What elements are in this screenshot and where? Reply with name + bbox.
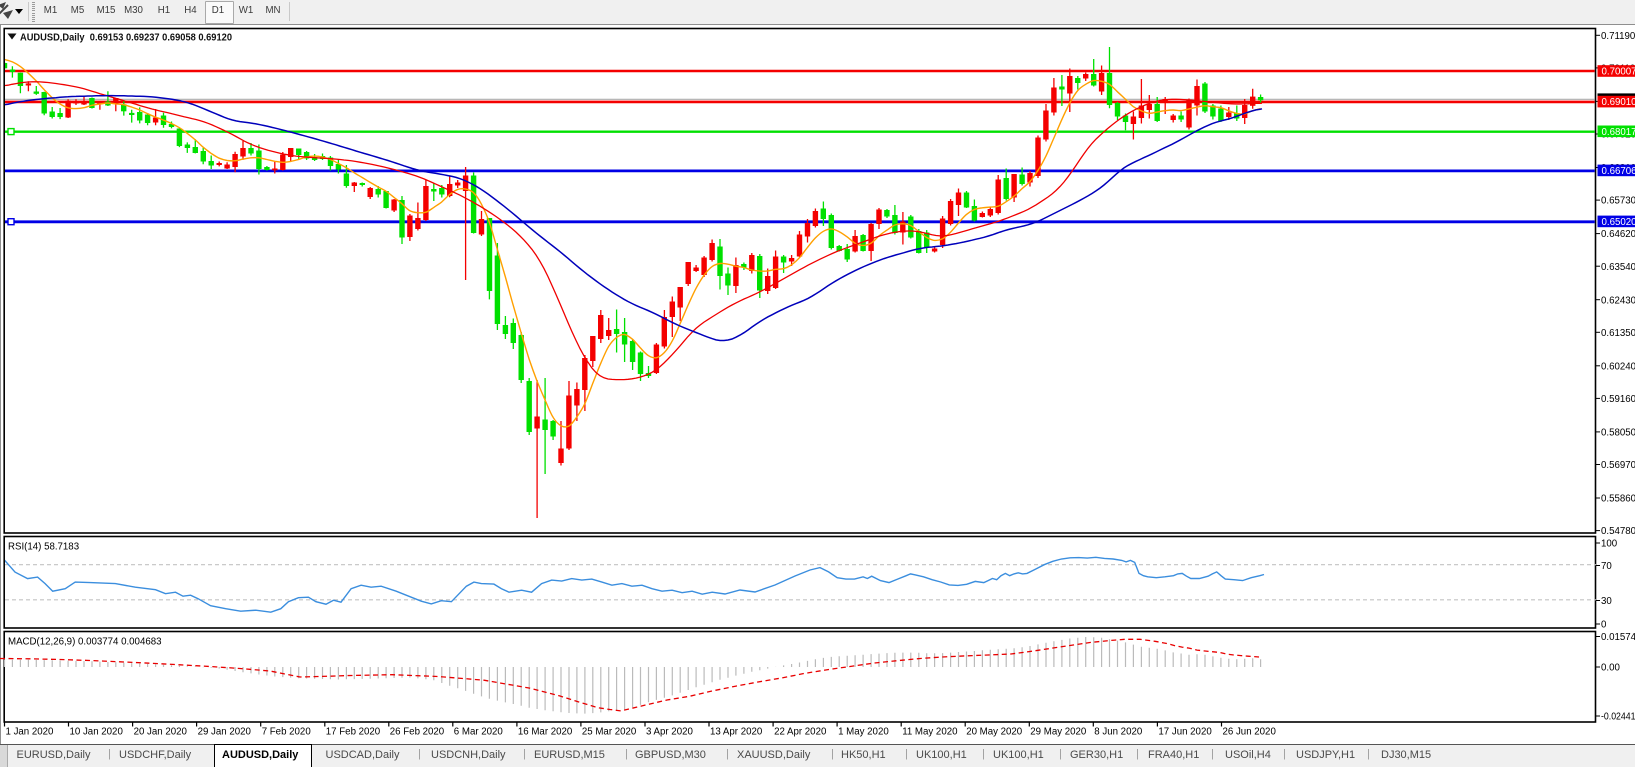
svg-text:6 Mar 2020: 6 Mar 2020 [454, 727, 504, 738]
svg-text:1 Jan 2020: 1 Jan 2020 [6, 727, 55, 738]
svg-text:29 May 2020: 29 May 2020 [1030, 727, 1087, 738]
svg-text:0.62430: 0.62430 [1601, 295, 1635, 306]
svg-text:25 Mar 2020: 25 Mar 2020 [582, 727, 637, 738]
svg-text:7 Feb 2020: 7 Feb 2020 [262, 727, 312, 738]
svg-text:29 Jan 2020: 29 Jan 2020 [198, 727, 252, 738]
svg-text:13 Apr 2020: 13 Apr 2020 [710, 727, 763, 738]
svg-text:0: 0 [1601, 620, 1607, 631]
svg-text:0.58050: 0.58050 [1601, 428, 1635, 439]
svg-text:100: 100 [1601, 539, 1618, 550]
svg-text:16 Mar 2020: 16 Mar 2020 [518, 727, 573, 738]
svg-text:0.56970: 0.56970 [1601, 460, 1635, 471]
svg-text:0.61350: 0.61350 [1601, 328, 1635, 339]
svg-text:0.00: 0.00 [1601, 663, 1620, 674]
svg-text:11 May 2020: 11 May 2020 [902, 727, 958, 738]
svg-text:0.66706: 0.66706 [1602, 166, 1635, 177]
svg-text:0.65730: 0.65730 [1601, 196, 1635, 207]
svg-text:17 Jun 2020: 17 Jun 2020 [1158, 727, 1212, 738]
svg-text:0.65020: 0.65020 [1602, 217, 1635, 228]
svg-text:26 Jun 2020: 26 Jun 2020 [1223, 727, 1277, 738]
svg-text:0.69010: 0.69010 [1602, 97, 1635, 108]
svg-text:0.54780: 0.54780 [1601, 526, 1635, 537]
svg-text:30: 30 [1601, 596, 1612, 607]
svg-text:10 Jan 2020: 10 Jan 2020 [70, 727, 124, 738]
svg-text:0.01574: 0.01574 [1601, 632, 1635, 643]
svg-text:8 Jun 2020: 8 Jun 2020 [1094, 727, 1143, 738]
svg-text:22 Apr 2020: 22 Apr 2020 [774, 727, 827, 738]
svg-text:0.70007: 0.70007 [1602, 67, 1635, 78]
svg-text:MACD(12,26,9) 0.003774 0.00468: MACD(12,26,9) 0.003774 0.004683 [8, 637, 162, 648]
svg-text:0.60240: 0.60240 [1601, 361, 1635, 372]
svg-text:-0.02441: -0.02441 [1601, 712, 1635, 723]
svg-text:3 Apr 2020: 3 Apr 2020 [646, 727, 693, 738]
svg-text:20 Jan 2020: 20 Jan 2020 [134, 727, 188, 738]
svg-text:0.55860: 0.55860 [1601, 494, 1635, 505]
svg-text:0.68017: 0.68017 [1602, 127, 1635, 138]
svg-text:0.59160: 0.59160 [1601, 394, 1635, 405]
svg-text:0.63540: 0.63540 [1601, 262, 1635, 273]
svg-text:0.71190: 0.71190 [1601, 31, 1635, 42]
svg-text:20 May 2020: 20 May 2020 [966, 727, 1023, 738]
svg-text:17 Feb 2020: 17 Feb 2020 [326, 727, 381, 738]
svg-text:26 Feb 2020: 26 Feb 2020 [390, 727, 445, 738]
svg-text:AUDUSD,Daily 0.69153 0.69237: AUDUSD,Daily 0.69153 0.69237 0.69058 0.6… [20, 32, 232, 44]
svg-text:RSI(14) 58.7183: RSI(14) 58.7183 [8, 542, 79, 553]
svg-text:1 May 2020: 1 May 2020 [838, 727, 889, 738]
svg-text:70: 70 [1601, 561, 1612, 572]
svg-text:0.64620: 0.64620 [1601, 229, 1635, 240]
